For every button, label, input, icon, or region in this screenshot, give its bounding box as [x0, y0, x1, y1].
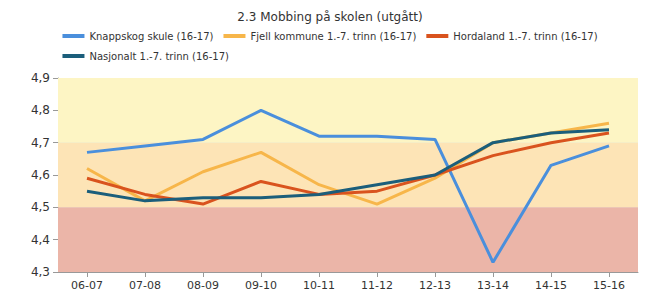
svg-text:Fjell kommune 1.-7. trinn (16-: Fjell kommune 1.-7. trinn (16-17)	[250, 31, 416, 42]
svg-text:10-11: 10-11	[303, 279, 335, 292]
svg-text:07-08: 07-08	[129, 279, 161, 292]
svg-text:4,8: 4,8	[31, 103, 50, 117]
svg-text:Knappskog skule (16-17): Knappskog skule (16-17)	[89, 31, 213, 42]
svg-text:Hordaland 1.-7. trinn (16-17): Hordaland 1.-7. trinn (16-17)	[453, 31, 597, 42]
svg-text:15-16: 15-16	[593, 279, 625, 292]
svg-text:4,7: 4,7	[31, 136, 50, 150]
svg-text:4,3: 4,3	[31, 265, 50, 279]
svg-text:14-15: 14-15	[535, 279, 567, 292]
svg-text:09-10: 09-10	[245, 279, 277, 292]
svg-text:06-07: 06-07	[71, 279, 103, 292]
svg-text:Nasjonalt 1.-7. trinn (16-17): Nasjonalt 1.-7. trinn (16-17)	[89, 51, 229, 62]
svg-text:4,9: 4,9	[31, 71, 50, 85]
svg-text:08-09: 08-09	[187, 279, 219, 292]
svg-text:2.3 Mobbing på skolen (utgått): 2.3 Mobbing på skolen (utgått)	[237, 10, 422, 24]
svg-text:13-14: 13-14	[477, 279, 509, 292]
svg-text:11-12: 11-12	[361, 279, 393, 292]
svg-text:4,5: 4,5	[31, 200, 50, 214]
svg-text:12-13: 12-13	[419, 279, 451, 292]
svg-text:4,6: 4,6	[31, 168, 50, 182]
svg-text:4,4: 4,4	[31, 233, 50, 247]
